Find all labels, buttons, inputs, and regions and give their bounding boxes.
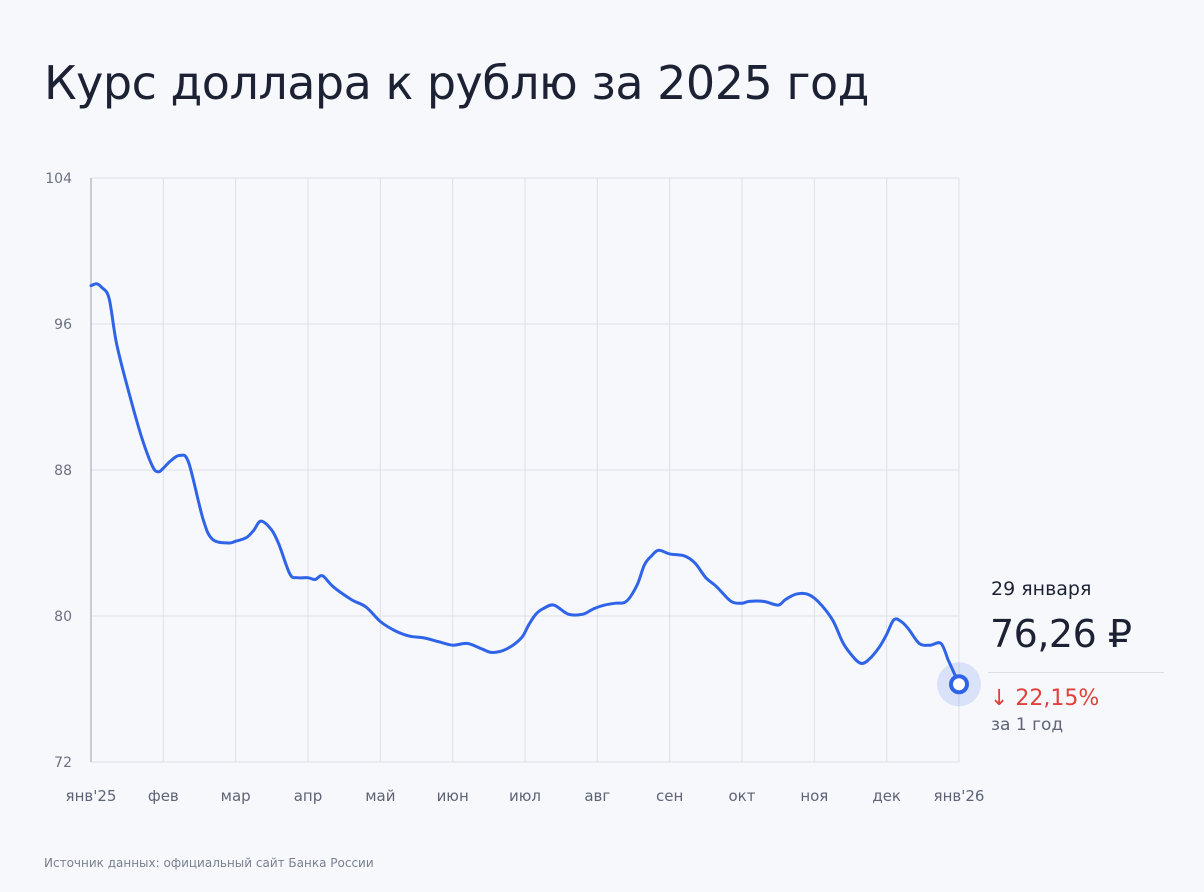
change-period: за 1 год [991,714,1064,735]
x-tick-label: дек [872,787,901,805]
y-tick-label: 80 [54,609,72,625]
grid-lines [90,177,960,763]
x-tick-label: окт [729,787,756,805]
panel-divider [988,671,1164,673]
last-point-marker[interactable] [949,674,969,695]
y-tick-label: 96 [54,317,72,333]
data-source-note: Источник данных: официальный сайт Банка … [44,856,374,870]
x-tick-label: июн [437,787,469,805]
series-line-usd-rub [89,282,961,686]
current-date: 29 января [991,578,1092,600]
x-tick-label: янв'26 [934,787,985,805]
y-tick-label: 88 [54,463,72,479]
x-tick-label: апр [294,787,323,805]
chart-title: Курс доллара к рублю за 2025 год [44,56,869,110]
x-tick-label: июл [509,787,541,805]
y-tick-label: 104 [45,171,72,187]
rate-change: ↓ 22,15% [990,685,1100,711]
y-tick-label: 72 [54,755,72,771]
current-value-panel: 29 января 76,26 ₽ ↓ 22,15% за 1 год [988,578,1170,735]
x-axis-ticks: янв'25 фев мар апр май июн июл авг сен окт ноя дек я… [66,787,985,805]
x-tick-label: мар [221,787,251,805]
current-rate: 76,26 ₽ [990,612,1132,656]
y-axis-ticks: 104 96 88 80 72 [45,171,72,771]
x-tick-label: май [365,787,395,805]
x-tick-label: сен [656,787,683,805]
x-tick-label: фев [148,787,179,805]
x-tick-label: авг [584,787,610,805]
x-tick-label: ноя [800,787,828,805]
x-tick-label: янв'25 [66,787,117,805]
